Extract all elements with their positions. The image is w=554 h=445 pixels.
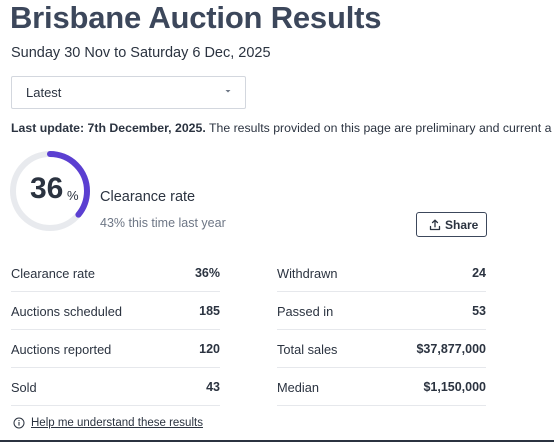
share-up-icon [429,219,441,231]
stat-label: Median [277,380,319,395]
stat-row-auctions-reported: Auctions reported 120 [11,330,220,368]
stat-value: 36% [194,266,220,280]
stat-row-passed-in: Passed in 53 [277,292,486,330]
period-select[interactable]: Latest [11,76,246,109]
stat-label: Total sales [277,342,338,357]
chevron-down-icon [225,90,231,93]
last-update-text: The results provided on this page are pr… [205,121,552,135]
stat-row-clearance-rate: Clearance rate 36% [11,254,220,292]
stat-label: Passed in [277,304,334,319]
stat-row-total-sales: Total sales $37,877,000 [277,330,486,368]
stats-table-left: Clearance rate 36% Auctions scheduled 18… [11,254,220,406]
stat-row-sold: Sold 43 [11,368,220,406]
stat-row-withdrawn: Withdrawn 24 [277,254,486,292]
help-link[interactable]: Help me understand these results [31,417,203,429]
info-icon [13,417,25,429]
stat-label: Auctions scheduled [11,304,122,319]
clearance-comparison: 43% this time last year [100,216,226,230]
clearance-donut [10,151,90,231]
share-button-label: Share [445,218,479,232]
clearance-percentage: 36 [30,172,64,205]
bottom-divider [0,440,554,442]
date-range: Sunday 30 Nov to Saturday 6 Dec, 2025 [11,45,271,61]
stat-label: Clearance rate [11,266,95,281]
stat-value: $37,877,000 [416,342,486,356]
stat-value: 43 [206,380,220,394]
stats-table-right: Withdrawn 24 Passed in 53 Total sales $3… [277,254,486,406]
stat-value: $1,150,000 [423,380,486,394]
share-button[interactable]: Share [416,212,487,237]
last-update-label: Last update: 7th December, 2025. [11,121,206,135]
period-select-value: Latest [26,85,62,100]
clearance-percent-sign: % [67,188,79,203]
last-update-notice: Last update: 7th December, 2025. The res… [11,121,551,135]
stat-value: 120 [199,342,220,356]
clearance-rate-label: Clearance rate [100,189,196,205]
stat-label: Auctions reported [11,342,112,357]
stat-value: 24 [472,266,486,280]
stat-row-median: Median $1,150,000 [277,368,486,406]
stat-row-auctions-scheduled: Auctions scheduled 185 [11,292,220,330]
stat-value: 185 [199,304,220,318]
stat-label: Sold [11,380,37,395]
donut-progress-arc [10,151,90,231]
page-title: Brisbane Auction Results [10,0,382,35]
stat-label: Withdrawn [277,266,338,281]
stat-value: 53 [472,304,486,318]
